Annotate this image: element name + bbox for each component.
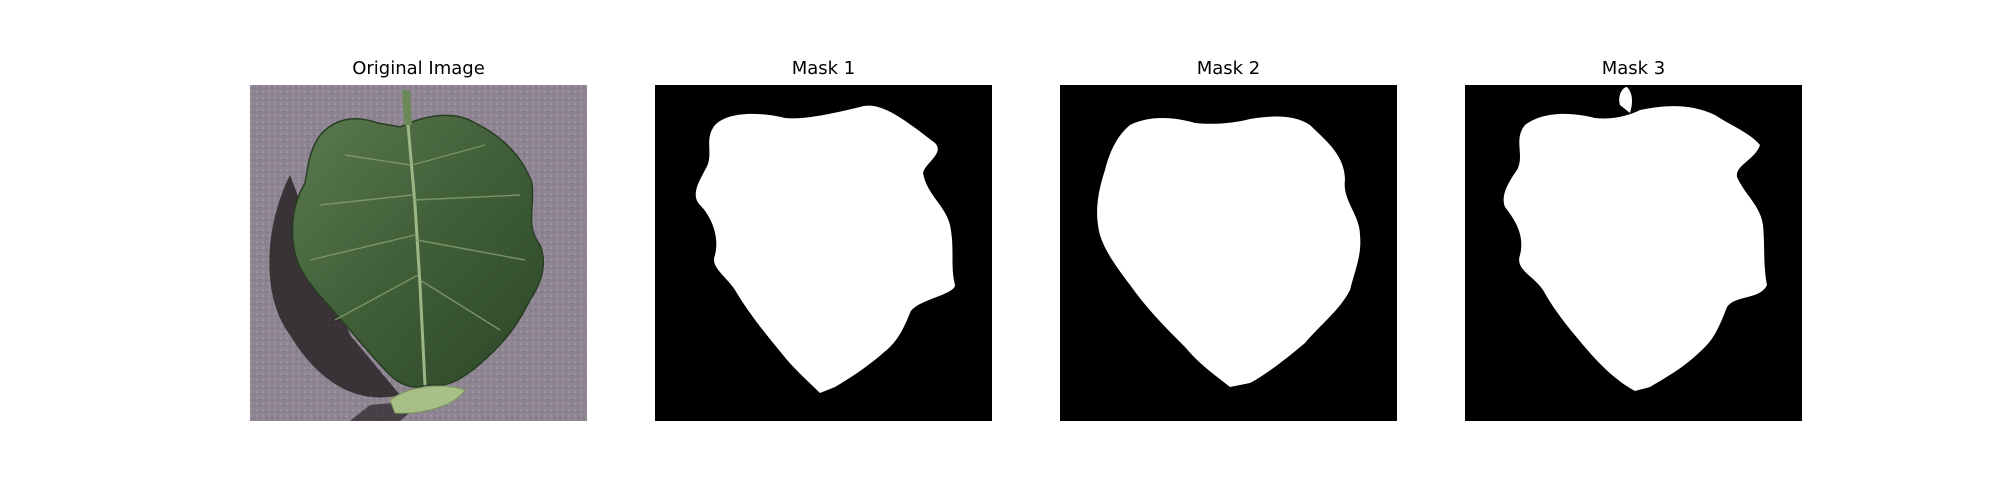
mask-1-image bbox=[655, 85, 992, 421]
panel-title-mask-1: Mask 1 bbox=[791, 58, 856, 79]
mask-2-region bbox=[1097, 116, 1361, 388]
original-image-panel bbox=[250, 85, 587, 421]
mask-1-panel bbox=[655, 85, 992, 421]
mask-2-image bbox=[1060, 85, 1397, 421]
panel-title-mask-3: Mask 3 bbox=[1601, 58, 1666, 79]
mask-3-panel bbox=[1465, 85, 1802, 421]
panel-title-original-image: Original Image bbox=[352, 58, 485, 79]
mask-1-region bbox=[695, 105, 955, 394]
mask-2-panel bbox=[1060, 85, 1397, 421]
panel-title-mask-2: Mask 2 bbox=[1196, 58, 1261, 79]
small-leaf bbox=[389, 385, 466, 414]
mask-3-region bbox=[1503, 106, 1767, 392]
leaf-photo bbox=[250, 85, 587, 421]
mask-3-image bbox=[1465, 85, 1802, 421]
